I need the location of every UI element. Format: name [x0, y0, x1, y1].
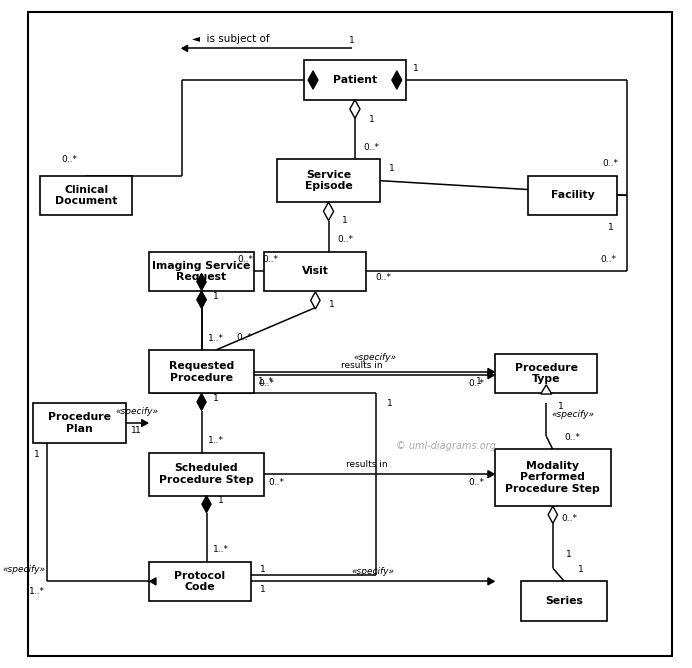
Text: Protocol
Code: Protocol Code	[174, 570, 226, 592]
Polygon shape	[548, 506, 558, 523]
Text: 0..*: 0..*	[601, 255, 617, 264]
Polygon shape	[350, 100, 360, 118]
FancyBboxPatch shape	[40, 176, 132, 215]
Polygon shape	[311, 292, 320, 309]
Polygon shape	[149, 578, 156, 585]
Text: 1..*: 1..*	[258, 377, 274, 386]
Text: 1: 1	[329, 300, 335, 309]
Text: «specify»: «specify»	[551, 410, 594, 420]
Text: 1: 1	[387, 399, 392, 407]
Polygon shape	[488, 371, 494, 379]
Polygon shape	[488, 470, 494, 478]
Text: 0..*: 0..*	[268, 478, 284, 486]
Text: Scheduled
Procedure Step: Scheduled Procedure Step	[159, 464, 254, 485]
Text: Requested
Procedure: Requested Procedure	[169, 361, 234, 383]
Text: 1: 1	[135, 426, 140, 436]
FancyBboxPatch shape	[33, 403, 126, 443]
Text: Patient: Patient	[333, 75, 377, 85]
Text: 1: 1	[213, 394, 219, 403]
Text: Imaging Service
Request: Imaging Service Request	[152, 261, 251, 282]
Text: results in: results in	[346, 460, 388, 469]
Text: 1: 1	[567, 550, 572, 560]
Polygon shape	[323, 202, 334, 220]
Polygon shape	[197, 273, 206, 291]
Text: Clinical
Document: Clinical Document	[55, 184, 118, 206]
Text: 1: 1	[213, 292, 219, 301]
Text: 1..*: 1..*	[213, 545, 229, 554]
Text: 0..*: 0..*	[237, 333, 253, 342]
Text: 1: 1	[558, 402, 563, 411]
Text: Modality
Performed
Procedure Step: Modality Performed Procedure Step	[505, 461, 600, 494]
Text: 0..*: 0..*	[468, 379, 484, 387]
FancyBboxPatch shape	[495, 354, 597, 393]
Text: 1..*: 1..*	[208, 436, 224, 446]
FancyBboxPatch shape	[304, 60, 406, 100]
Text: 0..*: 0..*	[238, 255, 254, 264]
FancyBboxPatch shape	[522, 581, 608, 621]
FancyBboxPatch shape	[149, 252, 255, 291]
Polygon shape	[488, 578, 494, 585]
Text: 1..*: 1..*	[28, 587, 45, 596]
Text: © uml-diagrams.org: © uml-diagrams.org	[396, 441, 496, 451]
Text: 0..*: 0..*	[561, 514, 577, 523]
FancyBboxPatch shape	[495, 450, 610, 506]
Text: results in: results in	[340, 361, 383, 370]
Text: 1: 1	[260, 584, 266, 594]
Text: 1: 1	[475, 377, 482, 386]
Text: 1: 1	[342, 216, 348, 225]
Text: 1: 1	[389, 164, 394, 173]
Text: Procedure
Type: Procedure Type	[515, 363, 578, 384]
Text: Procedure
Plan: Procedure Plan	[48, 412, 111, 434]
FancyBboxPatch shape	[149, 562, 251, 601]
Text: Visit: Visit	[302, 267, 329, 277]
Polygon shape	[308, 71, 318, 90]
Text: 0..*: 0..*	[263, 255, 279, 264]
Polygon shape	[488, 368, 494, 375]
FancyBboxPatch shape	[277, 159, 380, 202]
Polygon shape	[202, 496, 211, 513]
Text: 0..*: 0..*	[363, 143, 379, 152]
Text: 0..*: 0..*	[337, 235, 353, 244]
FancyBboxPatch shape	[149, 351, 255, 393]
Text: 1: 1	[578, 565, 584, 574]
Text: Facility: Facility	[551, 190, 594, 200]
Text: 0..*: 0..*	[468, 478, 484, 486]
Polygon shape	[197, 291, 206, 308]
Text: «specify»: «specify»	[2, 565, 45, 574]
FancyBboxPatch shape	[528, 176, 617, 215]
Text: 1: 1	[218, 496, 224, 506]
FancyBboxPatch shape	[149, 453, 264, 496]
Text: 1: 1	[369, 115, 374, 124]
Polygon shape	[182, 45, 188, 51]
Polygon shape	[392, 71, 402, 90]
Polygon shape	[197, 393, 206, 411]
Polygon shape	[540, 385, 552, 394]
Text: 1: 1	[413, 63, 419, 73]
Text: 1: 1	[34, 450, 39, 459]
Polygon shape	[197, 291, 206, 308]
Text: 1: 1	[608, 222, 613, 232]
Text: 1: 1	[349, 36, 354, 45]
Text: ◄  is subject of: ◄ is subject of	[192, 34, 269, 44]
Text: «specify»: «specify»	[352, 567, 394, 576]
Text: «specify»: «specify»	[116, 407, 158, 415]
Text: Series: Series	[545, 596, 583, 606]
FancyBboxPatch shape	[264, 252, 367, 291]
Polygon shape	[142, 420, 148, 427]
Text: 0..*: 0..*	[62, 155, 78, 164]
Text: 1: 1	[131, 426, 137, 436]
Text: 0..*: 0..*	[603, 159, 619, 168]
Text: 0..*: 0..*	[565, 433, 581, 442]
Text: Service
Episode: Service Episode	[304, 170, 352, 192]
Text: 1: 1	[260, 565, 266, 574]
Text: 1..*: 1..*	[208, 334, 224, 343]
Text: «specify»: «specify»	[353, 353, 397, 362]
Text: 0..*: 0..*	[258, 379, 274, 387]
Text: 0..*: 0..*	[375, 273, 391, 283]
